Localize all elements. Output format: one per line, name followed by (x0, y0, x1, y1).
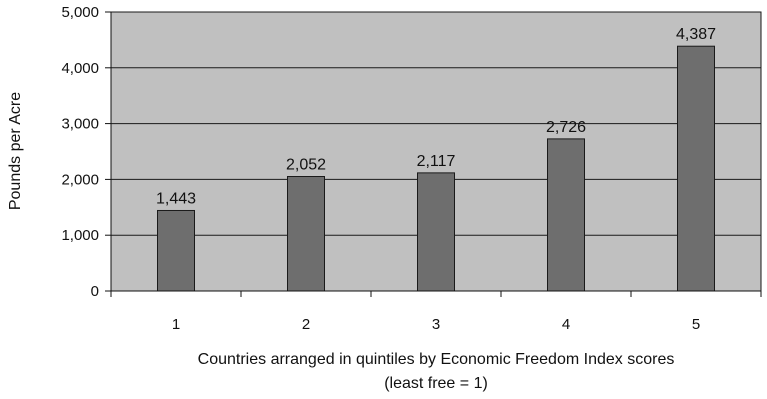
y-tick-label: 3,000 (61, 116, 99, 133)
bar (547, 138, 585, 292)
bar-value-labels: 1,443 2,052 2,117 2,726 4,387 (156, 26, 716, 207)
bar-value-label: 1,443 (156, 190, 196, 207)
bar (417, 172, 455, 292)
axes (105, 11, 762, 297)
bar-value-label: 2,052 (286, 156, 326, 173)
y-tick-label: 4,000 (61, 60, 99, 77)
x-axis-title-line1: Countries arranged in quintiles by Econo… (198, 351, 675, 368)
y-tick-label: 1,000 (61, 227, 99, 244)
bar-value-label: 4,387 (676, 26, 716, 43)
x-tick-label: 1 (172, 316, 180, 333)
x-tick-label: 4 (562, 316, 570, 333)
bar-value-label: 2,117 (417, 153, 456, 170)
y-tick-labels: 0 1,000 2,000 3,000 4,000 5,000 (61, 4, 99, 300)
bar-value-label: 2,726 (546, 119, 586, 136)
x-tick-labels: 1 2 3 4 5 (172, 316, 700, 333)
x-axis-title-line2: (least free = 1) (384, 375, 488, 392)
y-tick-label: 2,000 (61, 171, 99, 188)
bar (157, 209, 195, 292)
x-tick-label: 3 (432, 316, 440, 333)
bar (677, 45, 715, 292)
y-tick-label: 0 (91, 283, 99, 300)
x-tick-label: 5 (692, 316, 700, 333)
x-tick-label: 2 (302, 316, 310, 333)
bar (287, 175, 325, 292)
y-axis-title: Pounds per Acre (7, 92, 24, 210)
y-tick-label: 5,000 (61, 4, 99, 21)
